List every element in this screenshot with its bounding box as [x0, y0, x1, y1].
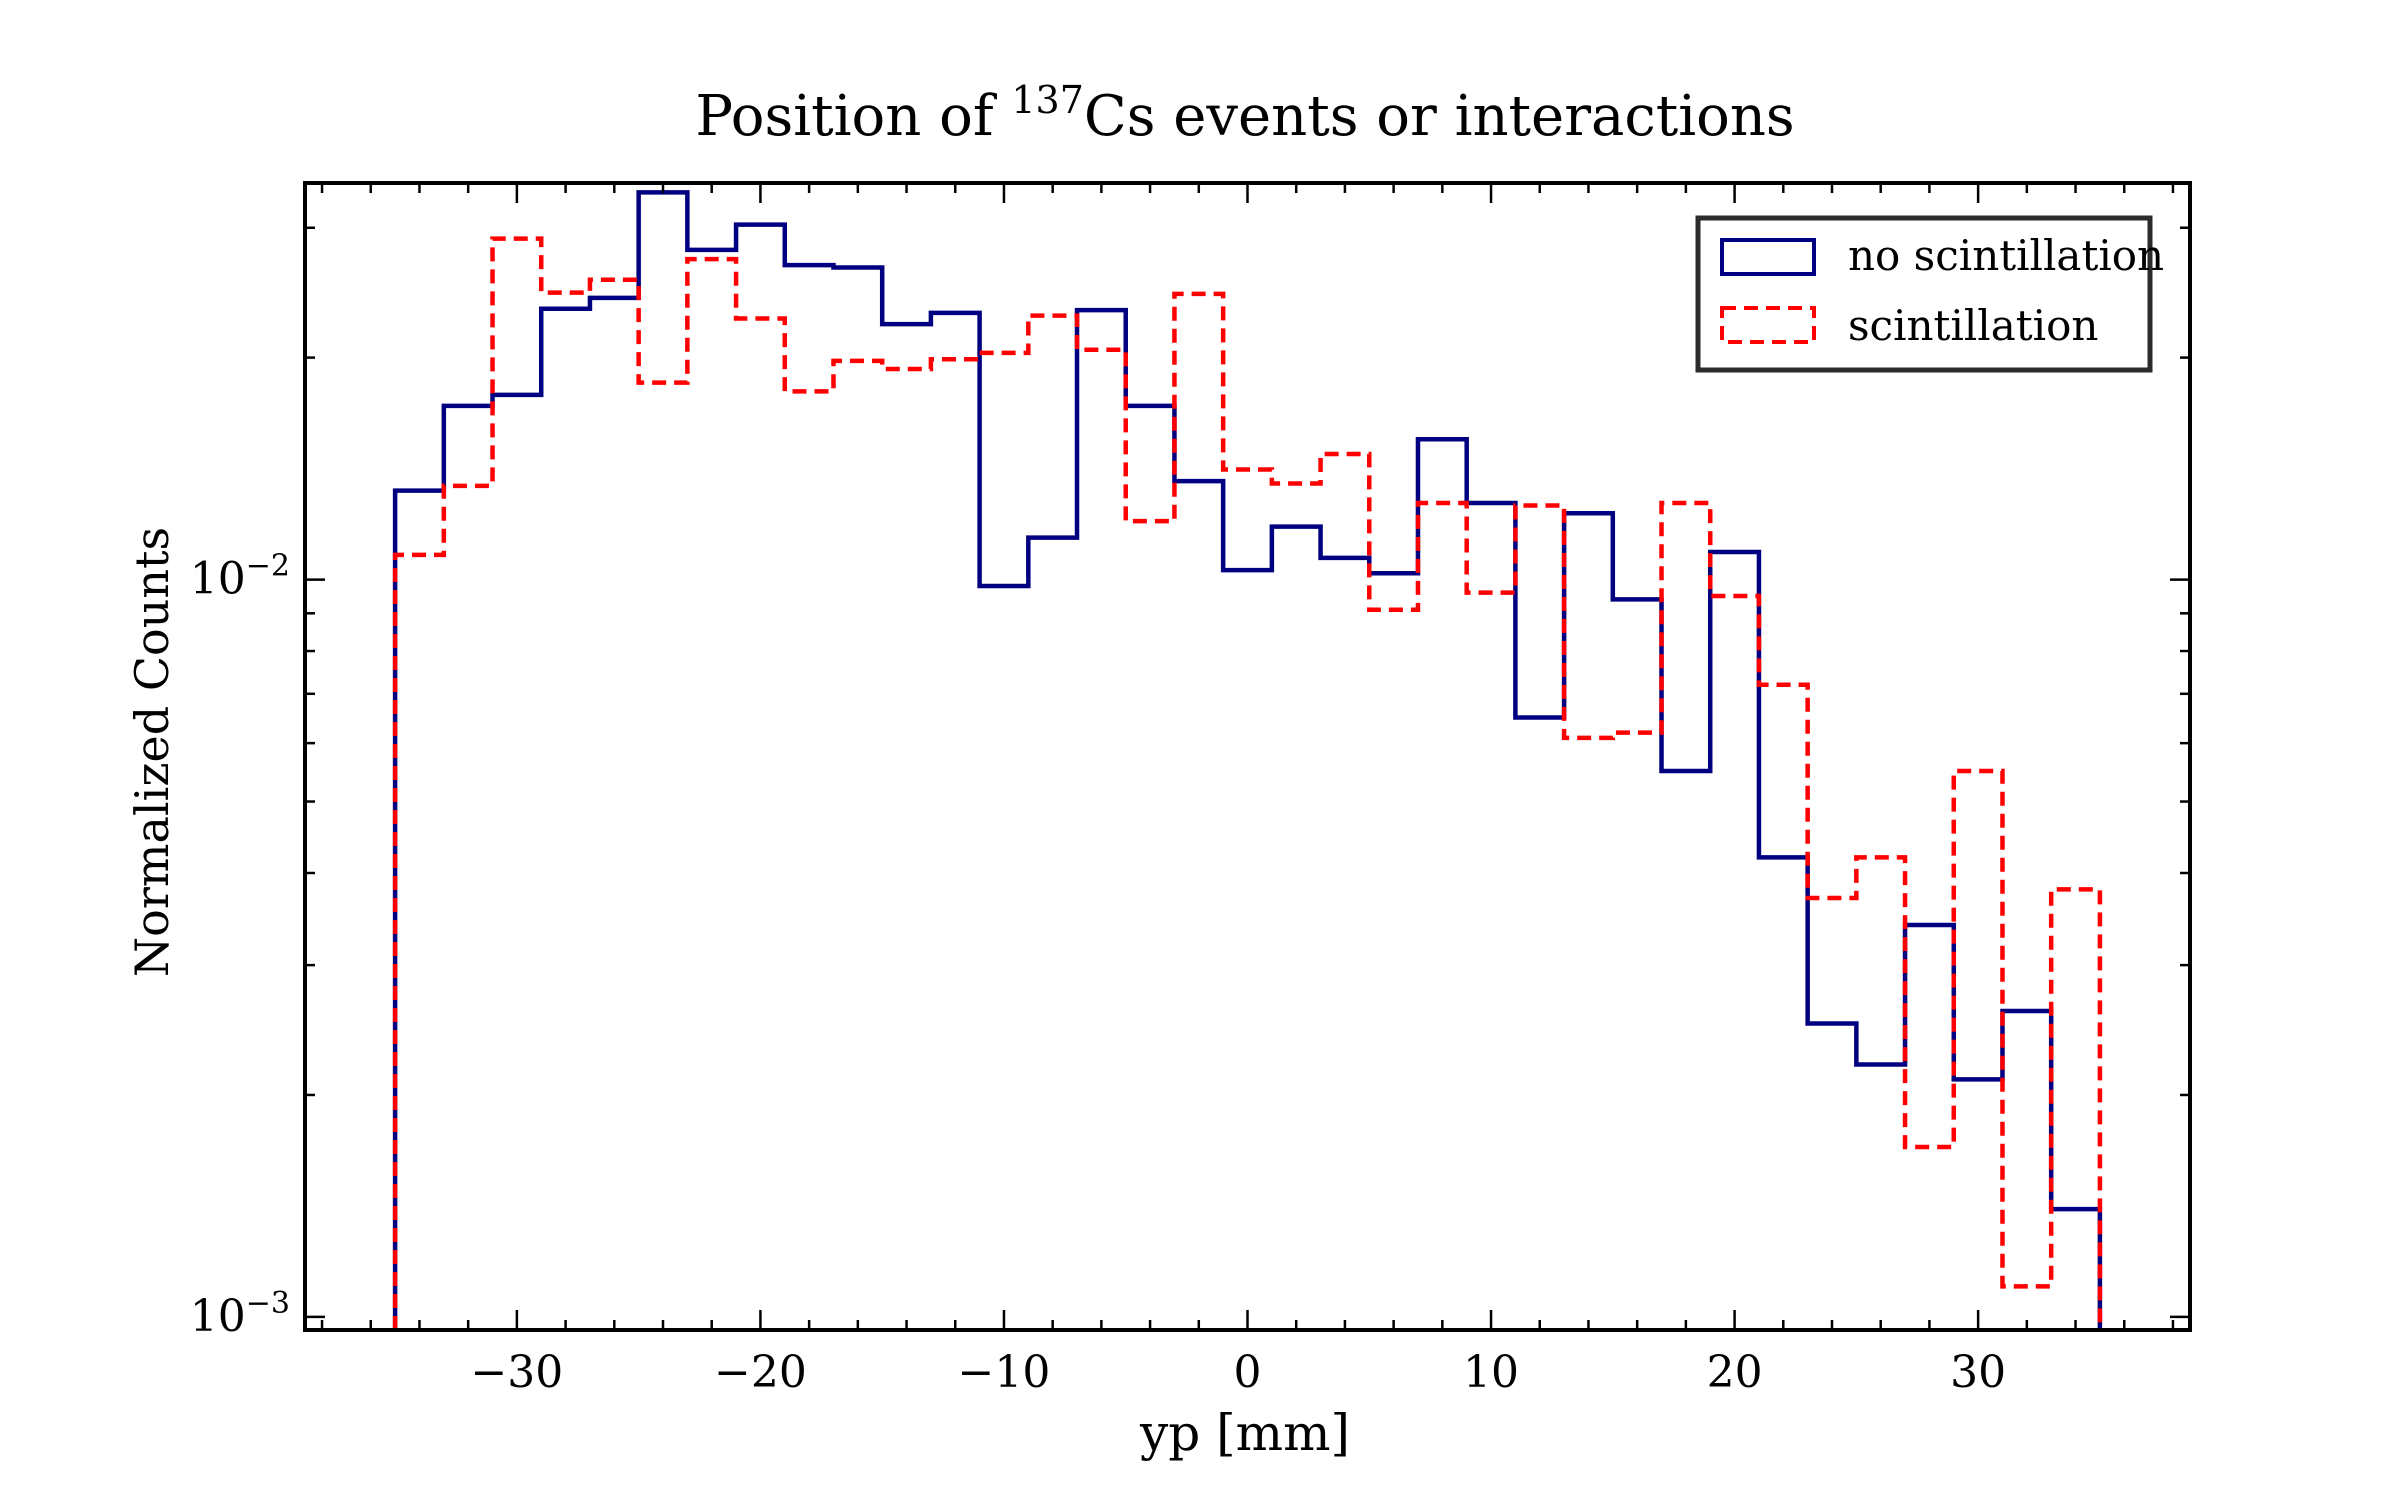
x-tick-label: −30: [470, 1347, 563, 1398]
x-tick-label: 20: [1707, 1347, 1763, 1398]
series-scintillation-line: [392, 236, 2103, 1330]
y-tick-label: 10−3: [190, 1286, 290, 1342]
legend: no scintillation scintillation: [1695, 215, 2164, 373]
title-superscript: 137: [1011, 78, 1084, 122]
y-axis-label: Normalized Counts: [125, 527, 179, 977]
title-text-rest: Cs events or interactions: [1084, 84, 1795, 149]
legend-frame: [1695, 215, 2153, 373]
y-tick-label: 10−2: [190, 549, 290, 605]
x-tick-label: 10: [1463, 1347, 1519, 1398]
title-text: Position of: [695, 84, 1011, 149]
x-tick-label: −10: [958, 1347, 1051, 1398]
legend-label-scintillation: scintillation: [1848, 301, 2098, 350]
legend-swatch-scintillation: [1720, 306, 1816, 344]
x-tick-label: 0: [1234, 1347, 1262, 1398]
x-tick-label: 30: [1950, 1347, 2006, 1398]
x-tick-label: −20: [714, 1347, 807, 1398]
legend-swatch-no-scintillation: [1720, 238, 1816, 276]
series-no-scintillation-line: [392, 190, 2103, 1330]
legend-label-no-scintillation: no scintillation: [1848, 231, 2164, 280]
chart-title: Position of 137Cs events or interactions: [695, 78, 1794, 149]
plot-area: [392, 190, 2103, 1330]
axes: −30 −20 −10 0 10 20 30 10−2 10−3: [190, 181, 2192, 1398]
x-axis-label: yp [mm]: [1139, 1404, 1350, 1462]
